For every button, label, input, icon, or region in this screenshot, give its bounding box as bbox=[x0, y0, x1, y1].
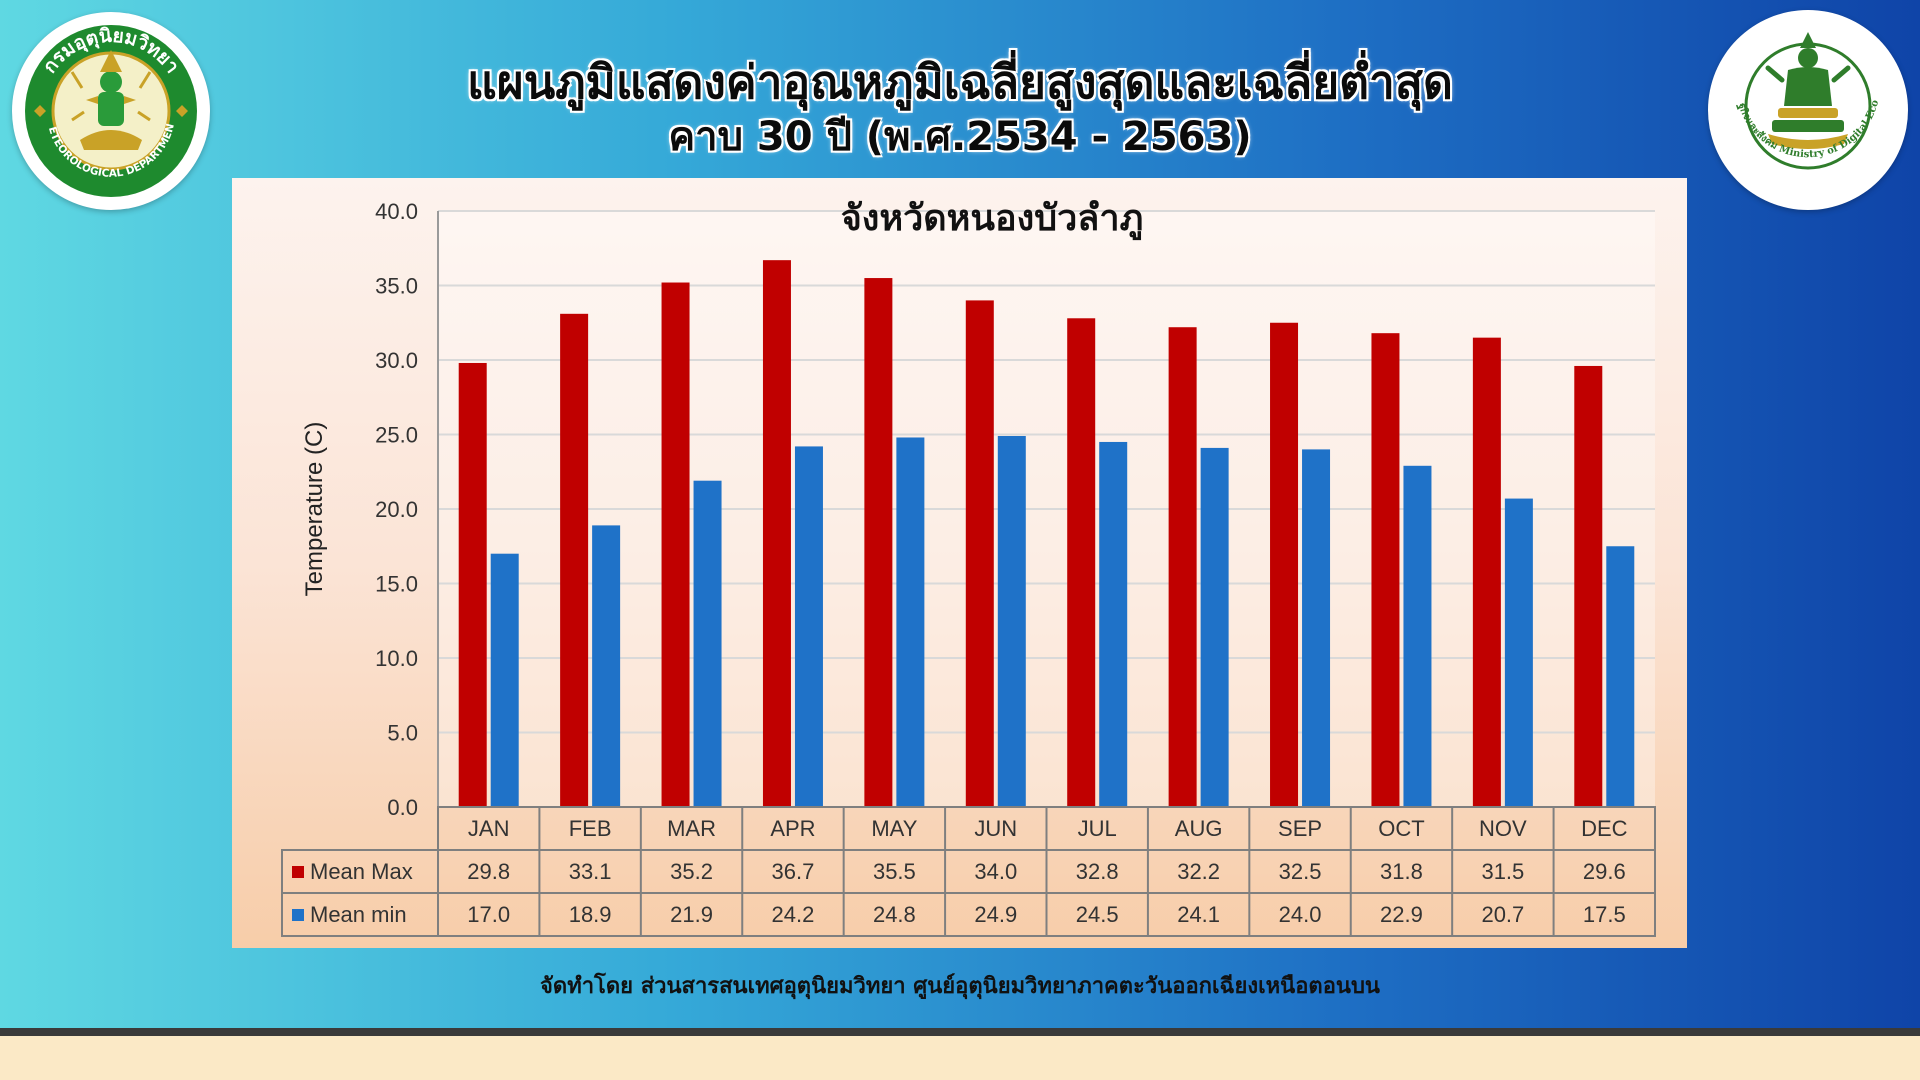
data-label: 31.5 bbox=[1481, 859, 1524, 884]
data-label: 24.9 bbox=[974, 902, 1017, 927]
chart-panel: 0.0 5.0 10.0 15.0 20.0 25.0 30.0 35.0 40.0 Temper… bbox=[232, 178, 1687, 948]
bar-mean-max bbox=[1067, 318, 1096, 807]
footer-credit: จัดทำโดย ส่วนสารสนเทศอุตุนิยมวิทยา ศูนย์… bbox=[540, 974, 1380, 999]
x-tick-label: JUN bbox=[974, 816, 1017, 841]
bar-mean-max bbox=[458, 362, 487, 807]
data-label: 32.5 bbox=[1279, 859, 1322, 884]
bar-mean-max bbox=[1574, 365, 1603, 807]
data-label: 24.5 bbox=[1076, 902, 1119, 927]
x-tick-label: NOV bbox=[1479, 816, 1527, 841]
y-axis-label: Temperature (C) bbox=[301, 422, 328, 597]
y-tick-label: 25.0 bbox=[375, 423, 418, 448]
chart-title: จังหวัดหนองบัวลำภู bbox=[841, 198, 1144, 241]
bar-mean-min bbox=[1099, 441, 1128, 807]
data-label: 35.2 bbox=[670, 859, 713, 884]
data-label: 29.8 bbox=[467, 859, 510, 884]
data-label: 33.1 bbox=[569, 859, 612, 884]
bar-mean-max bbox=[560, 313, 589, 807]
data-label: 34.0 bbox=[974, 859, 1017, 884]
x-tick-label: APR bbox=[770, 816, 815, 841]
bar-mean-min bbox=[1302, 449, 1331, 807]
x-tick-label: AUG bbox=[1175, 816, 1223, 841]
data-label: 36.7 bbox=[772, 859, 815, 884]
legend-swatch-max bbox=[292, 866, 304, 878]
bar-mean-max bbox=[1472, 337, 1501, 807]
bar-mean-max bbox=[1270, 322, 1299, 807]
data-label: 29.6 bbox=[1583, 859, 1626, 884]
data-label: 22.9 bbox=[1380, 902, 1423, 927]
x-tick-label: SEP bbox=[1278, 816, 1322, 841]
x-tick-label: MAR bbox=[667, 816, 716, 841]
x-tick-label: FEB bbox=[569, 816, 612, 841]
bar-mean-min bbox=[1504, 498, 1533, 807]
data-label: 17.0 bbox=[467, 902, 510, 927]
data-label: 32.8 bbox=[1076, 859, 1119, 884]
bar-mean-min bbox=[1606, 546, 1635, 807]
meteorological-department-logo: กรมอุตุนิยมวิทยา METEOROLOGICAL DEPARTME… bbox=[7, 3, 210, 210]
x-tick-label: MAY bbox=[871, 816, 917, 841]
data-label: 24.2 bbox=[772, 902, 815, 927]
bar-mean-min bbox=[693, 480, 722, 807]
bar-mean-max bbox=[864, 278, 893, 807]
temperature-bar-chart: 0.0 5.0 10.0 15.0 20.0 25.0 30.0 35.0 40.0 Temper… bbox=[281, 198, 1656, 937]
page-title: แผนภูมิแสดงค่าอุณหภูมิเฉลี่ยสูงสุดและเฉล… bbox=[467, 55, 1453, 109]
x-tick-label: JAN bbox=[468, 816, 510, 841]
bar-mean-min bbox=[1200, 447, 1229, 807]
data-label: 17.5 bbox=[1583, 902, 1626, 927]
data-label: 31.8 bbox=[1380, 859, 1423, 884]
legend-label: Mean Max bbox=[310, 859, 413, 884]
y-tick-label: 10.0 bbox=[375, 646, 418, 671]
bottom-divider bbox=[0, 1028, 1920, 1036]
legend-label: Mean min bbox=[310, 902, 407, 927]
bar-mean-min bbox=[794, 446, 823, 807]
bar-mean-max bbox=[965, 300, 994, 807]
data-label: 24.8 bbox=[873, 902, 916, 927]
deity-emblem-icon bbox=[70, 50, 152, 150]
y-tick-label: 40.0 bbox=[375, 199, 418, 224]
data-label: 32.2 bbox=[1177, 859, 1220, 884]
bar-mean-max bbox=[661, 282, 690, 807]
data-label: 24.1 bbox=[1177, 902, 1220, 927]
x-tick-label: DEC bbox=[1581, 816, 1628, 841]
legend-swatch-min bbox=[292, 909, 304, 921]
bottom-band bbox=[0, 1036, 1920, 1080]
data-label: 24.0 bbox=[1279, 902, 1322, 927]
bar-mean-min bbox=[592, 525, 621, 807]
bar-mean-max bbox=[1168, 327, 1197, 807]
data-label: 20.7 bbox=[1481, 902, 1524, 927]
bar-mean-min bbox=[896, 437, 925, 807]
y-tick-label: 35.0 bbox=[375, 274, 418, 299]
data-label: 35.5 bbox=[873, 859, 916, 884]
data-label: 21.9 bbox=[670, 902, 713, 927]
x-tick-label: JUL bbox=[1078, 816, 1117, 841]
ministry-digital-economy-logo: กระทรวงดิจิทัลเพื่อเศรษฐกิจและสังคม Mini… bbox=[1703, 0, 1908, 210]
bar-mean-max bbox=[1371, 333, 1400, 807]
deity-on-pedestal-icon bbox=[1765, 32, 1851, 149]
bar-mean-min bbox=[997, 435, 1026, 807]
y-tick-label: 0.0 bbox=[387, 795, 418, 820]
bar-mean-min bbox=[490, 553, 519, 807]
y-tick-label: 20.0 bbox=[375, 497, 418, 522]
x-tick-label: OCT bbox=[1378, 816, 1424, 841]
bar-mean-min bbox=[1403, 465, 1432, 807]
y-tick-label: 15.0 bbox=[375, 572, 418, 597]
data-label: 18.9 bbox=[569, 902, 612, 927]
y-tick-label: 5.0 bbox=[387, 721, 418, 746]
y-tick-label: 30.0 bbox=[375, 348, 418, 373]
bar-mean-max bbox=[762, 260, 791, 807]
page-subtitle: คาบ 30 ปี (พ.ศ.2534 - 2563) bbox=[668, 114, 1252, 160]
